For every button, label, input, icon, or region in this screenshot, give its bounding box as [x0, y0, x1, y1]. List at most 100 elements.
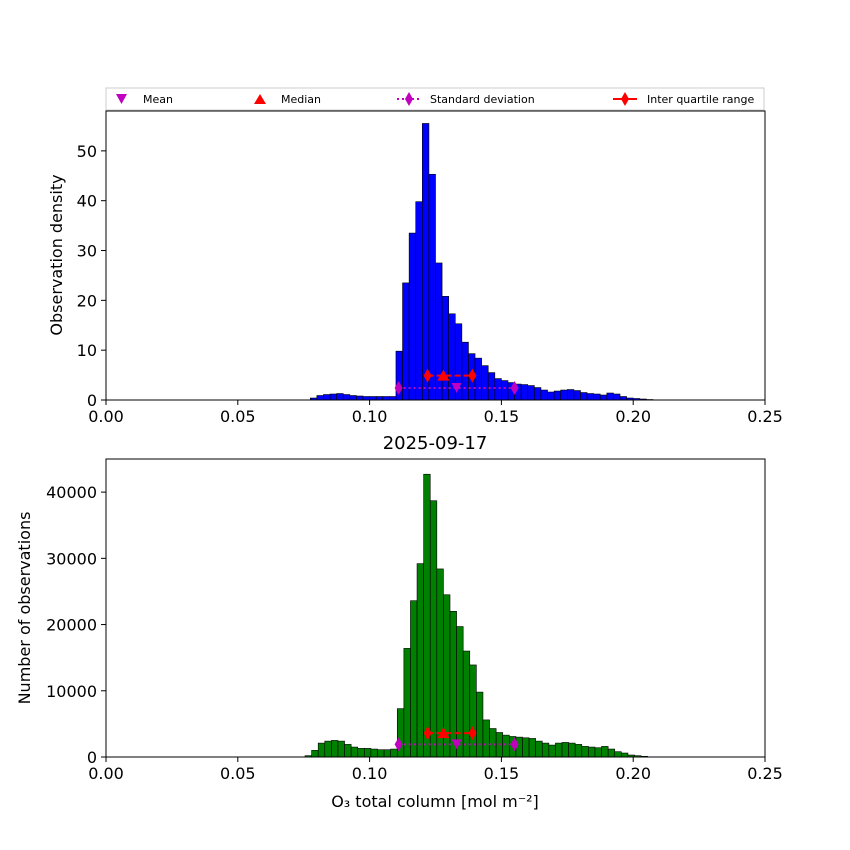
mean-marker	[451, 383, 462, 394]
histogram-bar	[403, 648, 411, 758]
histogram-bar	[534, 387, 542, 401]
legend-label-iqr: Inter quartile range	[647, 93, 754, 106]
histogram-bar	[362, 396, 370, 401]
std-marker	[394, 381, 403, 396]
x-tick-label: 0.05	[220, 764, 256, 783]
histogram-bar	[423, 473, 431, 758]
x-tick-label: 0.05	[220, 407, 256, 426]
median-marker	[437, 369, 450, 381]
histogram-bar	[336, 393, 344, 401]
histogram-bar	[357, 748, 365, 758]
histogram-bar	[541, 742, 550, 758]
x-tick-label: 0.10	[352, 407, 388, 426]
density-histogram: 0.00 0.05 0.10 0.15 0.20 0.25 0 10 20 30 40 50 Obs…	[47, 110, 783, 426]
histogram-bar	[382, 396, 390, 401]
iqr-marker	[423, 726, 432, 741]
histogram-bar	[599, 394, 608, 401]
mean-marker	[451, 739, 462, 750]
histogram-bar	[369, 396, 377, 401]
histogram-bar	[410, 600, 418, 758]
histogram-bar	[502, 734, 510, 758]
histogram-bar	[456, 626, 464, 758]
iqr-diamond-icon	[621, 92, 629, 106]
count-x-ticks: 0.00 0.05 0.10 0.15 0.20 0.25	[88, 757, 783, 783]
histogram-bar	[580, 392, 588, 401]
histogram-bar	[614, 751, 622, 758]
histogram-bar	[561, 742, 569, 758]
histogram-bar	[449, 611, 457, 758]
count-stat-markers	[394, 726, 519, 752]
histogram-bar	[324, 740, 332, 758]
count-x-label: O₃ total column [mol m⁻²]	[331, 792, 539, 811]
histogram-bar	[317, 742, 326, 758]
histogram-bar	[422, 123, 430, 401]
histogram-bar	[337, 740, 345, 758]
histogram-bar	[593, 393, 601, 401]
histogram-bar	[528, 738, 536, 758]
histogram-bar	[527, 385, 535, 401]
histogram-bar	[501, 380, 509, 401]
histogram-bar	[311, 750, 319, 758]
x-tick-label: 0.20	[615, 407, 651, 426]
density-stat-markers	[394, 368, 519, 396]
x-tick-label: 0.25	[747, 407, 783, 426]
y-tick-label: 0	[87, 391, 97, 410]
histogram-bar	[581, 746, 589, 758]
histogram-bar	[377, 749, 385, 758]
y-tick-label: 30	[77, 242, 97, 261]
histogram-bar	[573, 390, 581, 401]
histogram-bar	[331, 740, 339, 758]
histogram-bar	[375, 396, 384, 401]
histogram-bar	[344, 744, 352, 758]
histogram-bar	[436, 568, 444, 758]
y-tick-label: 30000	[46, 549, 97, 568]
histogram-bar	[481, 365, 489, 401]
histogram-bar	[364, 748, 372, 758]
histogram-bar	[607, 748, 616, 758]
histogram-bar	[553, 390, 562, 401]
x-tick-label: 0.20	[615, 764, 651, 783]
histogram-bar	[461, 341, 469, 401]
histogram-bar	[520, 384, 529, 401]
histogram-bar	[370, 748, 378, 758]
count-y-ticks: 0 10000 20000 30000 40000	[46, 483, 106, 767]
median-marker	[437, 727, 450, 739]
count-bars	[304, 473, 648, 758]
histogram-bar	[601, 746, 609, 758]
histogram-bar	[487, 372, 496, 401]
histogram-bar	[606, 392, 614, 401]
histogram-bar	[555, 742, 563, 758]
histogram-bar	[342, 394, 351, 401]
histogram-bar	[402, 282, 410, 401]
histogram-bar	[522, 737, 530, 758]
histogram-bar	[619, 396, 627, 401]
histogram-bar	[540, 389, 548, 401]
std-diamond-icon	[405, 92, 413, 106]
histogram-bar	[476, 691, 484, 758]
histogram-bar	[494, 378, 502, 401]
histogram-bar	[588, 746, 596, 758]
histogram-bar	[428, 173, 436, 401]
histogram-bar	[613, 393, 621, 401]
legend-item-mean: Mean	[116, 93, 173, 106]
y-tick-label: 20000	[46, 616, 97, 635]
histogram-bar	[350, 746, 359, 758]
median-marker-icon	[254, 94, 266, 104]
x-tick-label: 0.10	[352, 764, 388, 783]
y-tick-label: 40000	[46, 483, 97, 502]
histogram-bar	[390, 748, 398, 758]
histogram-bar	[469, 664, 477, 758]
y-tick-label: 10	[77, 341, 97, 360]
count-y-label: Number of observations	[15, 512, 34, 705]
density-bars	[309, 123, 654, 401]
x-tick-label: 0.00	[88, 407, 124, 426]
histogram-bar	[621, 752, 629, 758]
histogram-bar	[408, 232, 417, 401]
density-y-label: Observation density	[47, 174, 66, 335]
count-histogram: 2025-09-17 0.00 0.05 0.10 0.15 0.20 0.25 0 100…	[15, 433, 783, 811]
y-tick-label: 50	[77, 142, 97, 161]
legend-label-mean: Mean	[143, 93, 173, 106]
std-marker	[510, 381, 519, 396]
histogram-bar	[560, 389, 568, 401]
